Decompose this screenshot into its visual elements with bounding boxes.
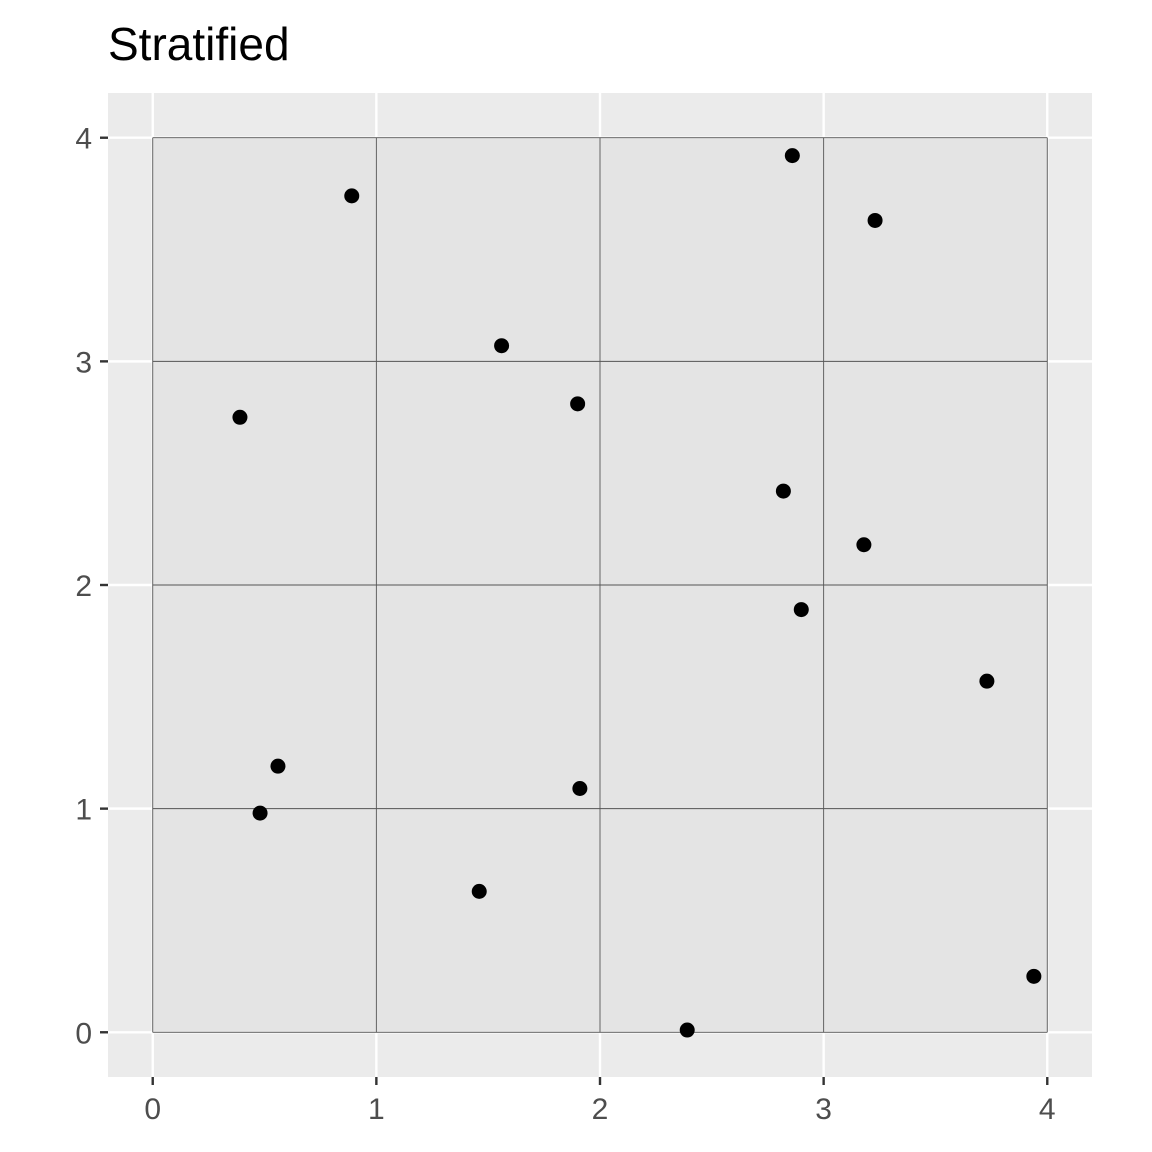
y-axis: 0 1 2 3 4 (75, 123, 108, 1050)
data-point (232, 409, 248, 425)
data-point (344, 188, 360, 204)
data-point (979, 673, 995, 689)
strata-grid-lines (152, 137, 1048, 1033)
y-tick-label: 0 (75, 1017, 92, 1050)
data-point (867, 212, 883, 228)
chart-title: Stratified (108, 18, 290, 70)
data-point (793, 602, 809, 618)
y-tick-label: 1 (75, 794, 92, 827)
y-tick-label: 2 (75, 570, 92, 603)
data-point (252, 805, 268, 821)
x-tick-label: 4 (1039, 1093, 1056, 1126)
data-point (570, 396, 586, 412)
x-tick-label: 0 (144, 1093, 161, 1126)
x-axis: 0 1 2 3 4 (144, 1077, 1056, 1126)
data-point (775, 483, 791, 499)
data-point (471, 883, 487, 899)
data-point (1026, 968, 1042, 984)
data-point (784, 148, 800, 164)
x-tick-label: 2 (592, 1093, 609, 1126)
data-point (572, 781, 588, 797)
data-point (856, 537, 872, 553)
data-points (232, 148, 1042, 1038)
data-point (679, 1022, 695, 1038)
x-tick-label: 3 (815, 1093, 832, 1126)
x-tick-label: 1 (368, 1093, 385, 1126)
data-point (494, 338, 510, 354)
data-point (270, 758, 286, 774)
y-tick-label: 3 (75, 346, 92, 379)
y-tick-label: 4 (75, 123, 92, 156)
